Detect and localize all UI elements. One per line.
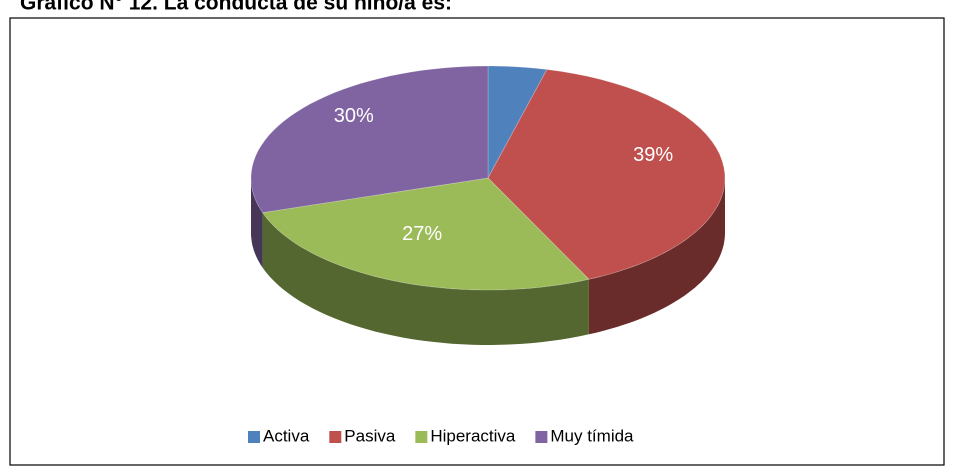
slice [487, 69, 726, 280]
slice [250, 65, 489, 214]
slice [487, 65, 548, 179]
legend-swatch [248, 431, 260, 443]
data-label: 30% [334, 105, 374, 127]
legend-swatch [415, 431, 428, 443]
slice-side [588, 178, 725, 335]
data-label: 39% [633, 144, 673, 166]
legend-label: Pasiva [344, 426, 396, 445]
data-label: 27% [402, 223, 442, 245]
legend-swatch [329, 431, 342, 443]
legend-label: Activa [263, 426, 310, 445]
slice-side [251, 178, 263, 268]
legend-label: Hiperactiva [430, 426, 516, 445]
slice [261, 177, 590, 291]
legend-label: Muy tímida [550, 426, 634, 445]
chart-title: Gráfico N° 12. La conducta de su niño/a … [20, 0, 452, 15]
legend-swatch [535, 431, 548, 443]
slice-side [262, 212, 589, 345]
